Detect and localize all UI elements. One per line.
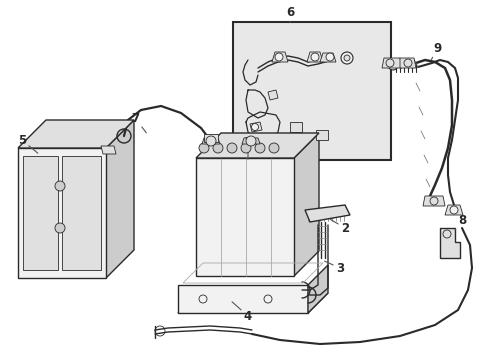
Polygon shape	[289, 122, 302, 132]
Polygon shape	[203, 134, 218, 142]
Polygon shape	[202, 138, 220, 144]
Circle shape	[213, 143, 223, 153]
Circle shape	[343, 55, 349, 61]
Polygon shape	[23, 156, 58, 270]
Circle shape	[55, 181, 65, 191]
Text: 3: 3	[324, 261, 344, 274]
Circle shape	[268, 143, 279, 153]
Polygon shape	[178, 285, 307, 313]
Polygon shape	[381, 58, 401, 68]
Text: 2: 2	[330, 219, 348, 234]
Circle shape	[226, 143, 237, 153]
Polygon shape	[399, 58, 415, 68]
Circle shape	[310, 53, 318, 61]
Text: 5: 5	[18, 134, 38, 153]
Polygon shape	[196, 133, 318, 158]
Circle shape	[205, 136, 216, 146]
Circle shape	[245, 136, 256, 146]
Polygon shape	[196, 158, 293, 276]
Polygon shape	[267, 90, 278, 100]
Text: 4: 4	[232, 302, 252, 323]
Polygon shape	[106, 120, 134, 278]
Polygon shape	[293, 133, 318, 276]
Polygon shape	[422, 196, 444, 206]
Polygon shape	[271, 52, 287, 62]
Polygon shape	[306, 52, 323, 62]
Circle shape	[254, 143, 264, 153]
Circle shape	[387, 60, 397, 70]
Polygon shape	[18, 148, 106, 278]
Circle shape	[274, 53, 283, 61]
Circle shape	[55, 223, 65, 233]
Polygon shape	[315, 130, 327, 140]
Bar	[232, 22, 390, 160]
Circle shape	[241, 143, 250, 153]
Polygon shape	[18, 120, 134, 148]
Polygon shape	[444, 205, 462, 215]
Circle shape	[340, 52, 352, 64]
Polygon shape	[439, 228, 459, 258]
Polygon shape	[62, 156, 101, 270]
Polygon shape	[242, 138, 260, 144]
Polygon shape	[305, 205, 349, 222]
Polygon shape	[249, 122, 262, 132]
Polygon shape	[101, 146, 116, 154]
Text: 7: 7	[131, 112, 146, 133]
Circle shape	[251, 123, 258, 131]
Polygon shape	[319, 53, 335, 62]
Circle shape	[449, 206, 457, 214]
Circle shape	[325, 53, 333, 61]
Polygon shape	[178, 293, 327, 313]
Text: 9: 9	[430, 41, 441, 60]
Text: 1: 1	[244, 135, 251, 159]
Text: 6: 6	[285, 5, 293, 22]
Polygon shape	[307, 265, 327, 313]
Text: 8: 8	[454, 213, 465, 230]
Circle shape	[199, 143, 208, 153]
